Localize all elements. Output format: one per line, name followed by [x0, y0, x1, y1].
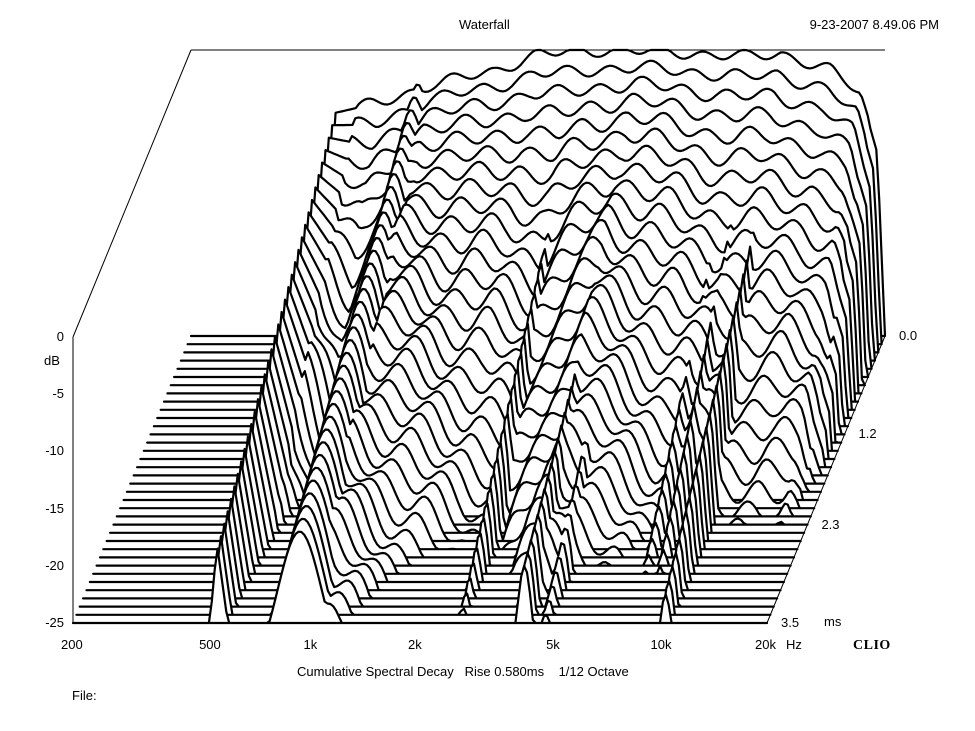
y-axis-label: dB: [44, 353, 60, 368]
time-axis-unit: ms: [824, 614, 842, 629]
time-tick-label: 3.5: [781, 615, 800, 630]
y-tick-label: -25: [45, 615, 64, 630]
decay-slice-34: [75, 517, 772, 616]
time-tick-label: 1.2: [858, 426, 877, 442]
x-axis-unit: Hz: [786, 637, 802, 652]
x-tick-label: 2k: [408, 637, 422, 652]
x-tick-label: 10k: [650, 637, 672, 652]
decay-slice-35: [71, 530, 769, 625]
left-depth-edge: [72, 49, 192, 338]
x-tick-label: 20k: [755, 637, 776, 652]
clio-brand: CLIO: [853, 638, 891, 653]
y-tick-label: -15: [45, 500, 64, 516]
x-tick-label: 1k: [303, 637, 318, 652]
file-label: File:: [72, 688, 97, 703]
time-tick-label: 0.0: [899, 328, 918, 343]
rise-value: Rise 0.580ms: [464, 664, 545, 679]
timestamp: 9-23-2007 8.49.06 PM: [809, 17, 939, 32]
chart-title: Waterfall: [459, 17, 510, 32]
decay-slices: [71, 48, 887, 625]
time-tick-label: 2.3: [821, 516, 840, 532]
y-tick-label: 0: [56, 329, 64, 344]
footer-caption: Cumulative Spectral Decay Rise 0.580ms 1…: [297, 664, 629, 679]
y-tick-label: -20: [45, 557, 64, 573]
x-tick-label: 500: [199, 637, 221, 652]
caption-label: Cumulative Spectral Decay: [297, 664, 454, 679]
decay-slice-33: [78, 505, 775, 608]
x-tick-label: 200: [61, 637, 83, 652]
y-tick-label: -5: [52, 386, 64, 402]
y-tick-label: -10: [45, 443, 64, 459]
resolution-value: 1/12 Octave: [558, 664, 629, 679]
x-tick-label: 5k: [546, 637, 560, 652]
